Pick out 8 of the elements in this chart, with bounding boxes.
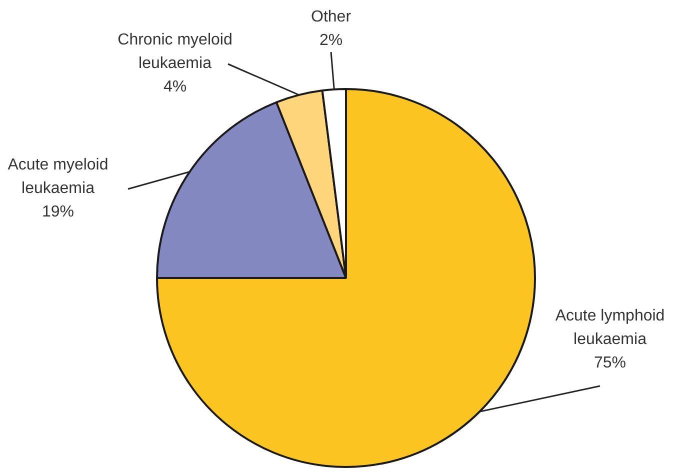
- slice-label: Acute lymphoid leukaemia: [555, 307, 665, 348]
- data-label: 75%: [594, 354, 626, 372]
- slice-label: Chronic myeloid leukaemia: [118, 31, 232, 72]
- data-label: 19%: [42, 203, 74, 220]
- legend-label: Acute myeloid leukaemia: [8, 156, 108, 197]
- data-label: 2%: [319, 32, 343, 49]
- slice-label: Other: [310, 8, 352, 26]
- data-label: 4%: [163, 78, 187, 96]
